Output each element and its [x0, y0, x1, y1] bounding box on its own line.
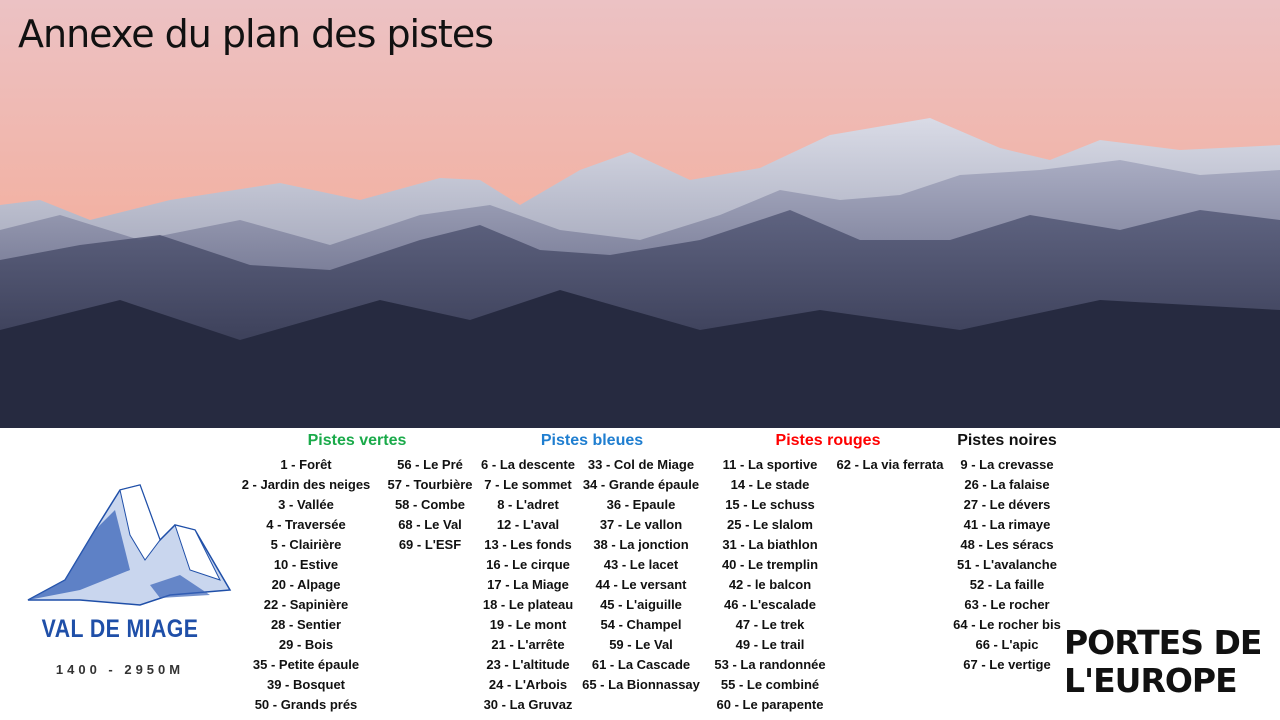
portes-de-leurope-logo: PORTES DE L'EUROPE	[1064, 623, 1262, 700]
piste-item: 7 - Le sommet	[484, 477, 572, 492]
piste-item: 46 - L'escalade	[724, 597, 816, 612]
piste-item: 18 - Le plateau	[482, 597, 574, 612]
piste-item: 12 - L'aval	[496, 517, 560, 532]
piste-item: 21 - L'arrête	[491, 637, 565, 652]
piste-item: 1 - Forêt	[280, 457, 332, 472]
piste-item: 6 - La descente	[481, 457, 575, 472]
piste-item: 26 - La falaise	[964, 477, 1050, 492]
piste-item: 57 - Tourbière	[387, 477, 473, 492]
piste-item: 8 - L'adret	[497, 497, 559, 512]
mountain-logo-icon	[27, 484, 232, 606]
piste-item: 33 - Col de Miage	[587, 457, 695, 472]
piste-item: 66 - L'apic	[975, 637, 1039, 652]
piste-item: 62 - La via ferrata	[836, 457, 944, 472]
piste-item: 45 - L'aiguille	[600, 597, 682, 612]
piste-item: 19 - Le mont	[489, 617, 567, 632]
piste-item: 44 - Le versant	[595, 577, 687, 592]
resort-name: VAL DE MIAGE	[41, 615, 199, 643]
piste-item: 22 - Sapinière	[263, 597, 349, 612]
mountain-banner-image: Annexe du plan des pistes	[0, 0, 1280, 428]
piste-item: 2 - Jardin des neiges	[241, 477, 371, 492]
piste-item: 36 - Epaule	[606, 497, 676, 512]
piste-item: 69 - L'ESF	[398, 537, 462, 552]
piste-item: 48 - Les séracs	[960, 537, 1054, 552]
list-vertes-column-1: 1 - Forêt 2 - Jardin des neiges 3 - Vallée…	[206, 455, 406, 715]
piste-item: 30 - La Gruvaz	[483, 697, 573, 712]
piste-item: 29 - Bois	[278, 637, 334, 652]
piste-item: 47 - Le trek	[735, 617, 805, 632]
piste-item: 37 - Le vallon	[599, 517, 683, 532]
piste-item: 67 - Le vertige	[963, 657, 1051, 672]
piste-item: 54 - Champel	[600, 617, 682, 632]
list-vertes-column-2: 56 - Le Pré 57 - Tourbière 58 - Combe 68 - …	[330, 455, 530, 555]
piste-item: 50 - Grands prés	[254, 697, 358, 712]
piste-item: 58 - Combe	[394, 497, 466, 512]
piste-item: 13 - Les fonds	[484, 537, 572, 552]
piste-item: 41 - La rimaye	[963, 517, 1051, 532]
piste-item: 24 - L'Arbois	[488, 677, 568, 692]
piste-item: 27 - Le dévers	[963, 497, 1051, 512]
piste-item: 28 - Sentier	[270, 617, 342, 632]
piste-item: 40 - Le tremplin	[721, 557, 819, 572]
piste-item: 55 - Le combiné	[720, 677, 820, 692]
piste-item: 68 - Le Val	[398, 517, 462, 532]
list-rouges-column-1: 11 - La sportive 14 - Le stade 15 - Le sch…	[670, 455, 870, 715]
piste-item: 49 - Le trail	[735, 637, 805, 652]
piste-item: 25 - Le slalom	[727, 517, 813, 532]
piste-item: 23 - L'altitude	[486, 657, 570, 672]
piste-item: 16 - Le cirque	[486, 557, 570, 572]
piste-item: 14 - Le stade	[730, 477, 810, 492]
piste-item: 51 - L'avalanche	[957, 557, 1057, 572]
piste-item: 11 - La sportive	[722, 457, 818, 472]
list-rouges-column-2: 62 - La via ferrata	[790, 455, 990, 475]
piste-item: 59 - Le Val	[609, 637, 673, 652]
piste-item: 52 - La faille	[969, 577, 1045, 592]
piste-item: 15 - Le schuss	[725, 497, 815, 512]
piste-item: 39 - Bosquet	[266, 677, 345, 692]
heading-pistes-bleues: Pistes bleues	[540, 432, 644, 449]
heading-pistes-noires: Pistes noires	[957, 432, 1057, 449]
piste-item: 42 - le balcon	[728, 577, 812, 592]
piste-item: 60 - Le parapente	[716, 697, 824, 712]
piste-item: 5 - Clairière	[270, 537, 342, 552]
piste-item: 43 - Le lacet	[603, 557, 679, 572]
page-title: Annexe du plan des pistes	[18, 12, 494, 56]
list-bleues-column-2: 33 - Col de Miage 34 - Grande épaule 36 - …	[541, 455, 741, 695]
heading-pistes-vertes: Pistes vertes	[307, 432, 407, 449]
partner-logo-line1: PORTES DE	[1064, 623, 1262, 662]
piste-item: 56 - Le Pré	[397, 457, 463, 472]
piste-item: 4 - Traversée	[266, 517, 346, 532]
piste-item: 34 - Grande épaule	[582, 477, 700, 492]
piste-item: 53 - La randonnée	[714, 657, 826, 672]
piste-item: 63 - Le rocher	[964, 597, 1050, 612]
resort-altitude: 1400 - 2950M	[55, 662, 185, 677]
piste-item: 64 - Le rocher bis	[953, 617, 1061, 632]
piste-item: 61 - La Cascade	[591, 657, 691, 672]
list-background	[236, 428, 1066, 454]
piste-item: 31 - La biathlon	[722, 537, 818, 552]
list-bleues-column-1: 6 - La descente 7 - Le sommet 8 - L'adret 1…	[428, 455, 628, 715]
list-noires-column-1: 9 - La crevasse 26 - La falaise 27 - Le dé…	[907, 455, 1107, 675]
piste-item: 65 - La Bionnassay	[582, 677, 700, 692]
piste-item: 35 - Petite épaule	[252, 657, 360, 672]
piste-item: 9 - La crevasse	[960, 457, 1054, 472]
piste-item: 17 - La Miage	[487, 577, 569, 592]
piste-item: 3 - Vallée	[278, 497, 334, 512]
piste-item: 38 - La jonction	[593, 537, 689, 552]
piste-item: 20 - Alpage	[271, 577, 341, 592]
partner-logo-line2: L'EUROPE	[1064, 661, 1238, 700]
piste-item: 10 - Estive	[273, 557, 339, 572]
heading-pistes-rouges: Pistes rouges	[775, 432, 881, 449]
